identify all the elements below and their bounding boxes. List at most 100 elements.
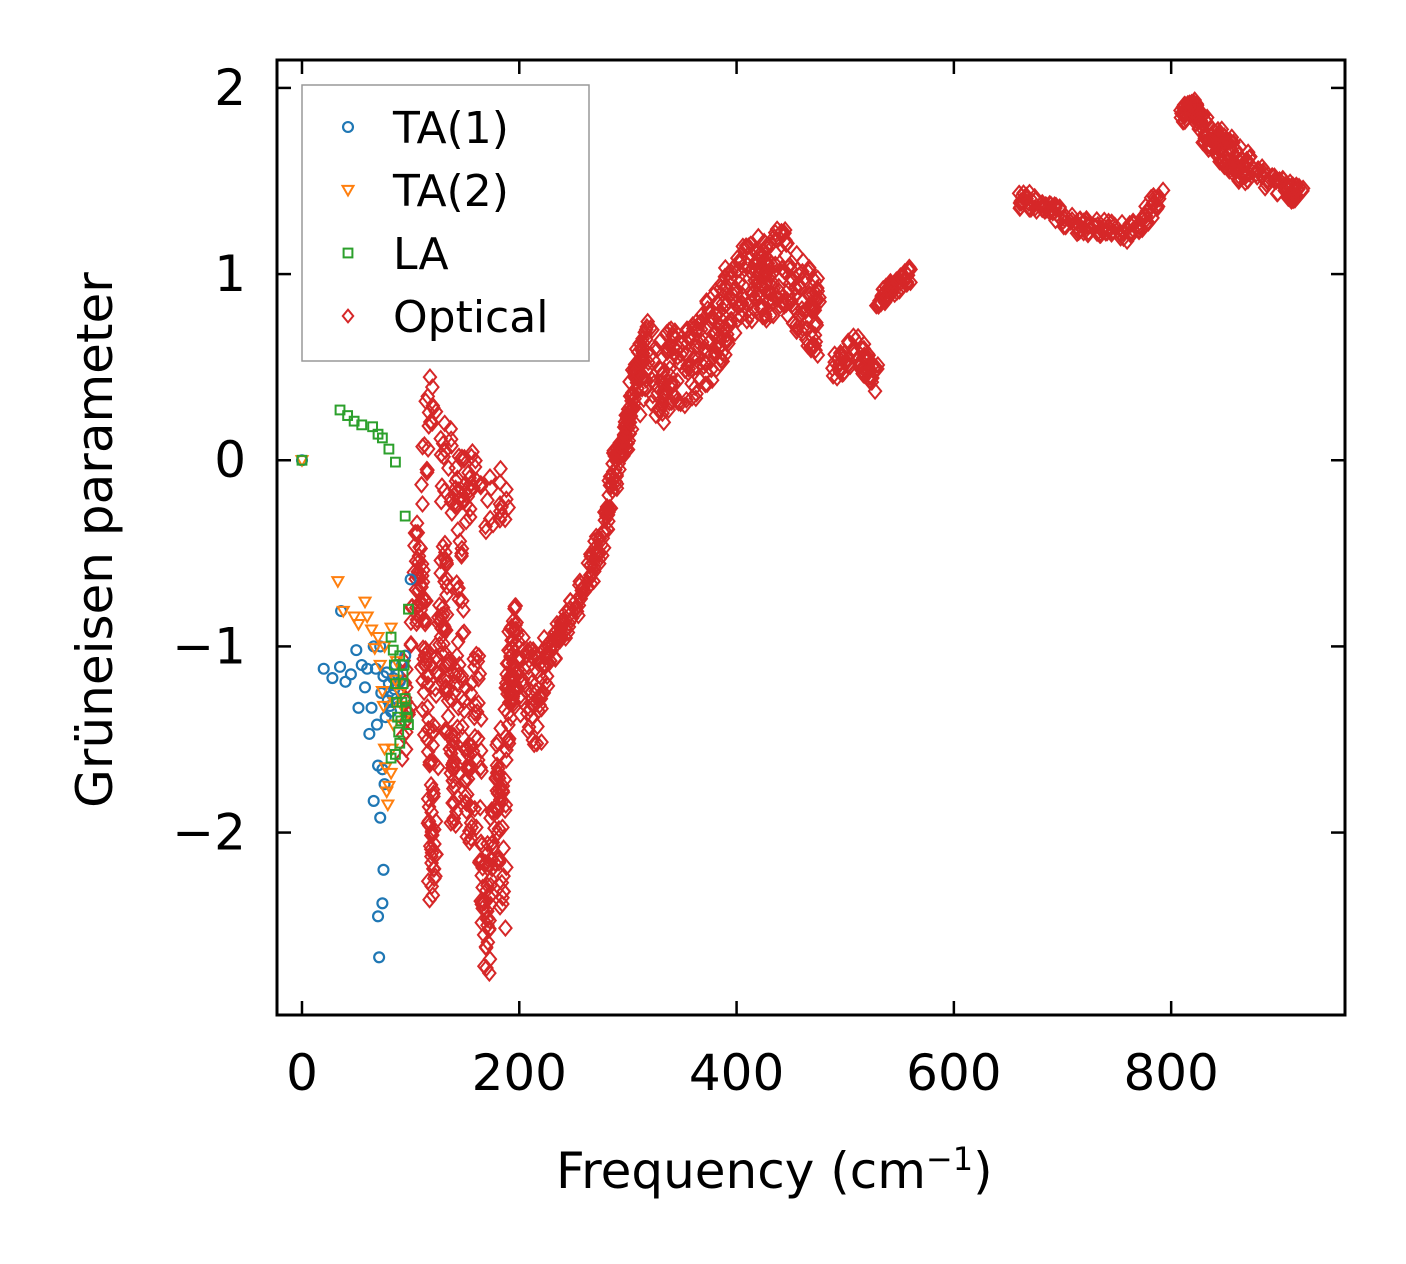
data-point xyxy=(805,338,821,357)
data-point xyxy=(445,738,461,757)
x-tick-label: 0 xyxy=(286,1044,318,1102)
data-point xyxy=(769,220,785,239)
data-point xyxy=(480,834,496,853)
data-point xyxy=(420,675,436,694)
data-point xyxy=(492,510,508,529)
data-point xyxy=(444,755,460,774)
data-point xyxy=(708,323,724,342)
data-point xyxy=(637,323,653,342)
data-point xyxy=(684,388,700,407)
data-point xyxy=(462,499,478,518)
data-point xyxy=(451,590,467,609)
data-point xyxy=(437,414,453,433)
data-point xyxy=(380,799,396,813)
data-point xyxy=(1221,157,1237,176)
data-point xyxy=(357,596,373,610)
data-point xyxy=(462,508,478,527)
data-point xyxy=(1012,198,1028,217)
data-point xyxy=(804,328,820,347)
data-point xyxy=(473,892,489,911)
data-point xyxy=(490,762,506,781)
data-point xyxy=(666,385,682,404)
axis-ticks xyxy=(277,60,1345,1015)
data-point xyxy=(422,368,438,387)
data-point xyxy=(432,612,448,631)
data-point xyxy=(433,445,449,464)
data-point xyxy=(448,816,464,835)
data-point xyxy=(870,355,886,374)
data-point xyxy=(463,684,479,703)
data-point xyxy=(657,379,673,398)
data-point xyxy=(1043,199,1059,218)
data-point xyxy=(483,479,499,498)
data-point xyxy=(429,665,445,684)
data-point xyxy=(454,546,469,566)
data-point xyxy=(802,285,818,305)
data-point xyxy=(556,615,572,634)
data-point xyxy=(423,775,439,794)
data-point xyxy=(425,886,441,905)
data-point xyxy=(473,709,489,728)
data-point xyxy=(588,546,604,565)
data-point xyxy=(390,678,401,690)
data-point xyxy=(762,290,778,309)
data-point xyxy=(652,400,668,419)
data-point xyxy=(428,648,444,667)
data-point xyxy=(425,398,441,417)
data-point xyxy=(448,472,464,491)
data-point xyxy=(367,643,383,656)
y-axis-title: Grüneisen parameter xyxy=(66,272,124,808)
data-point xyxy=(417,614,433,633)
x-tick-label: 800 xyxy=(1123,1044,1218,1102)
data-point xyxy=(420,387,436,406)
data-point xyxy=(842,357,858,376)
data-point xyxy=(451,447,467,466)
data-point xyxy=(700,299,716,318)
data-point xyxy=(446,809,462,828)
data-point xyxy=(836,344,852,363)
data-point xyxy=(667,327,683,347)
data-point xyxy=(1151,187,1167,206)
legend-marker-la xyxy=(342,247,354,259)
data-point xyxy=(672,354,688,373)
data-point xyxy=(457,476,472,495)
data-point xyxy=(742,305,758,325)
data-point xyxy=(385,705,398,718)
data-point xyxy=(401,711,413,723)
data-point xyxy=(765,306,781,325)
y-tick-label: 0 xyxy=(214,431,246,489)
data-point xyxy=(755,307,770,326)
data-point xyxy=(342,410,354,421)
data-point xyxy=(561,614,577,633)
data-point xyxy=(864,373,880,392)
data-point xyxy=(677,396,693,415)
data-point xyxy=(809,316,825,335)
data-point xyxy=(525,730,541,750)
data-point xyxy=(1092,225,1108,245)
data-point xyxy=(367,421,379,433)
data-point xyxy=(334,404,346,416)
data-point xyxy=(463,829,479,848)
data-point xyxy=(513,705,528,724)
data-point xyxy=(421,403,437,422)
legend-label-ta-1: TA(1) xyxy=(392,103,509,154)
data-point xyxy=(435,537,451,556)
data-point xyxy=(413,575,429,594)
data-point xyxy=(496,839,512,858)
data-point xyxy=(897,262,913,281)
data-point xyxy=(456,448,472,467)
data-point xyxy=(659,323,675,342)
data-point xyxy=(408,552,424,571)
data-point xyxy=(416,683,432,702)
data-point xyxy=(673,394,689,413)
data-point xyxy=(697,375,713,394)
data-point xyxy=(373,951,386,964)
data-point xyxy=(359,611,375,625)
data-point xyxy=(441,459,456,478)
data-point xyxy=(620,406,636,425)
data-point xyxy=(375,685,390,699)
data-point xyxy=(1064,206,1080,225)
data-point xyxy=(573,589,589,608)
data-point xyxy=(377,743,392,757)
